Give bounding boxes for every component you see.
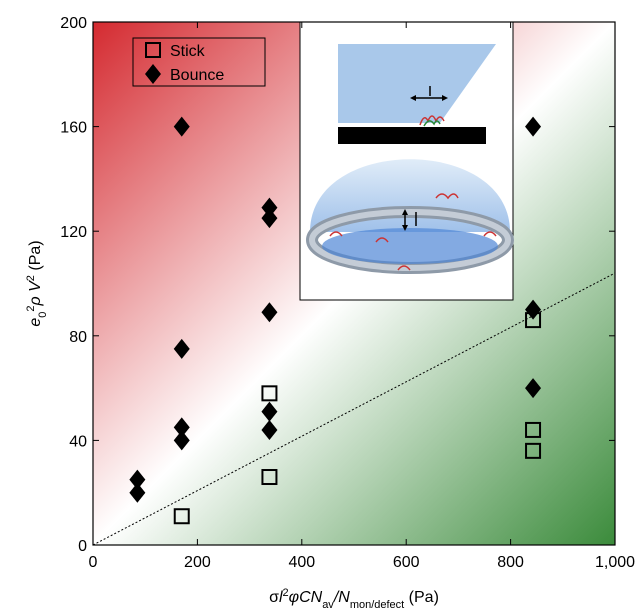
x-axis-label-part: σ bbox=[269, 589, 279, 606]
chart: 0 200 400 600 800 1,000 0 40 80 120 160 200 σl2φCNav… bbox=[0, 0, 643, 610]
y-axis-label-part: (Pa) bbox=[27, 240, 44, 275]
y-tick-label: 80 bbox=[69, 329, 87, 346]
y-tick-label: 200 bbox=[60, 15, 87, 32]
y-tick-label: 40 bbox=[69, 433, 87, 450]
y-tick-label: 120 bbox=[60, 224, 87, 241]
x-tick-label: 1,000 bbox=[595, 554, 635, 571]
y-axis-label-part: e bbox=[27, 318, 44, 327]
y-axis-label-part: 0 bbox=[37, 312, 49, 318]
x-axis-label-part: φCN bbox=[289, 589, 323, 606]
x-axis-label-part: mon/defect bbox=[350, 599, 404, 610]
x-tick-label: 200 bbox=[184, 554, 211, 571]
y-axis-label-part: ρ V bbox=[27, 280, 44, 307]
y-tick-label: 0 bbox=[78, 538, 87, 555]
x-axis-label-part: av bbox=[322, 599, 334, 610]
y-tick-label: 160 bbox=[60, 120, 87, 137]
x-tick-label: 600 bbox=[393, 554, 420, 571]
legend-label: Bounce bbox=[170, 67, 224, 84]
inset-diagram bbox=[300, 22, 513, 300]
x-tick-label: 400 bbox=[288, 554, 315, 571]
x-axis-label-part: /N bbox=[333, 589, 350, 606]
x-tick-label: 800 bbox=[497, 554, 524, 571]
legend-label: Stick bbox=[170, 43, 206, 60]
x-axis-label: σl2φCNav/Nmon/defect (Pa) bbox=[269, 587, 439, 610]
x-tick-label: 0 bbox=[89, 554, 98, 571]
x-axis-label-part: (Pa) bbox=[404, 589, 439, 606]
y-axis-label: e02ρ V2 (Pa) bbox=[25, 240, 49, 326]
